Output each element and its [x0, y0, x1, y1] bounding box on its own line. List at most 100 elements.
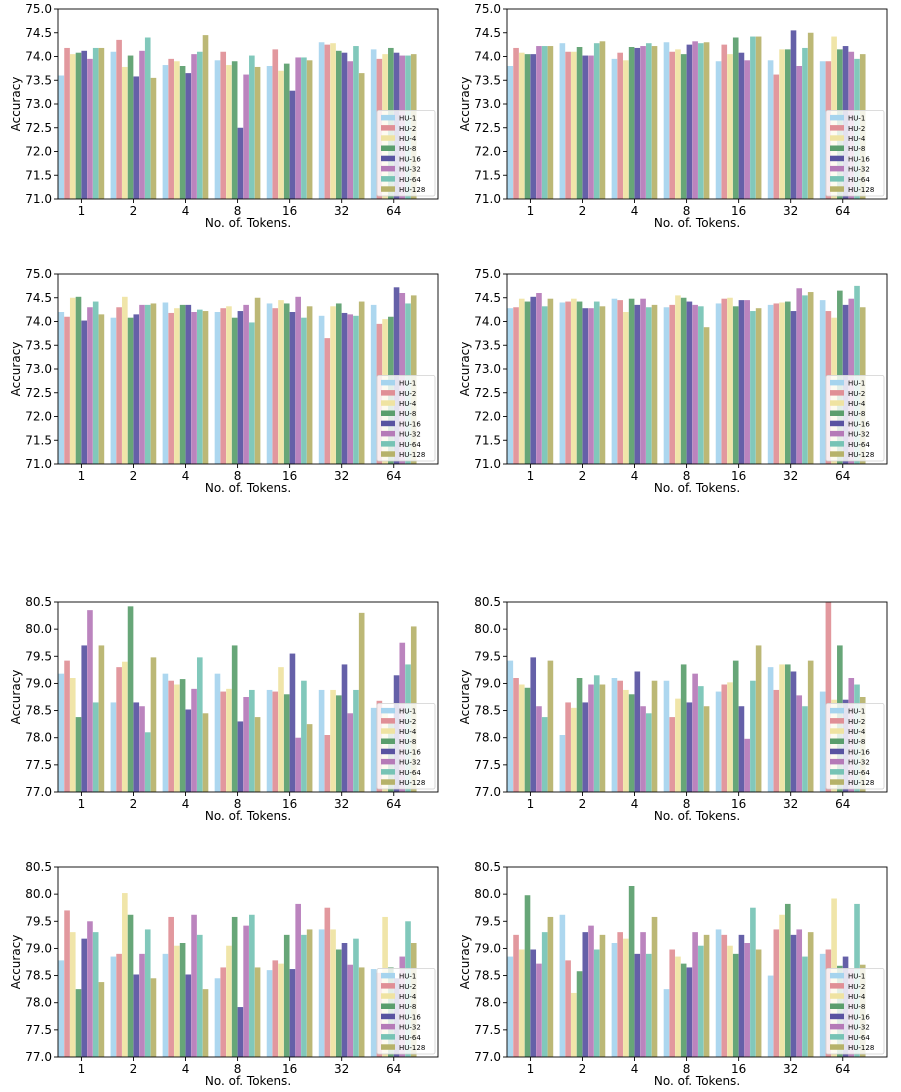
bar-hu-8-tokens-1	[524, 301, 531, 464]
bar-hu-2-tokens-2	[116, 39, 122, 199]
y-tick-label: 74.5	[25, 291, 52, 305]
bar-hu-2-tokens-1	[64, 910, 70, 1057]
legend-label-hu-4: HU-4	[848, 135, 866, 143]
legend-swatch-hu-1	[830, 114, 844, 121]
bar-hu-2-tokens-2	[116, 307, 122, 464]
bar-hu-1-tokens-8	[214, 978, 221, 1057]
legend-swatch-hu-64	[830, 441, 844, 447]
y-tick-label: 74.5	[474, 291, 501, 305]
bar-hu-2-tokens-1	[513, 47, 519, 200]
bar-hu-128-tokens-2	[150, 657, 157, 792]
x-axis-label: No. of. Tokens.	[654, 809, 740, 823]
bar-hu-16-tokens-16	[289, 653, 296, 792]
legend-swatch-hu-64	[830, 769, 844, 775]
x-tick-label: 1	[527, 204, 535, 218]
bar-hu-32-tokens-2	[588, 925, 594, 1057]
bar-hu-4-tokens-1	[518, 684, 525, 792]
y-tick-label: 77.5	[474, 1023, 501, 1037]
legend-swatch-hu-8	[830, 145, 844, 151]
x-tick-label: 4	[182, 797, 190, 811]
bar-hu-32-tokens-16	[295, 737, 301, 792]
x-tick-label: 32	[783, 797, 798, 811]
y-tick-label: 77.0	[25, 785, 52, 799]
bar-hu-128-tokens-4	[202, 311, 209, 464]
x-tick-label: 32	[783, 1062, 798, 1076]
bar-hu-1-tokens-1	[507, 660, 514, 792]
x-axis-label: No. of. Tokens.	[205, 1074, 291, 1088]
y-tick-label: 72.5	[25, 121, 52, 135]
bar-hu-4-tokens-4	[174, 945, 180, 1057]
bar-hu-32-tokens-32	[347, 314, 354, 464]
bar-hu-4-tokens-8	[675, 956, 681, 1057]
bar-hu-1-tokens-8	[663, 989, 670, 1057]
y-tick-label: 78.0	[25, 996, 52, 1010]
x-tick-label: 4	[182, 469, 190, 483]
bar-hu-8-tokens-1	[75, 52, 82, 200]
bar-hu-128-tokens-32	[358, 967, 365, 1057]
bar-hu-2-tokens-8	[669, 51, 676, 199]
y-tick-label: 74.0	[474, 315, 501, 329]
bar-hu-4-tokens-1	[69, 297, 76, 464]
x-tick-label: 32	[334, 797, 349, 811]
x-tick-label: 2	[579, 1062, 587, 1076]
y-tick-label: 71.5	[474, 433, 501, 447]
bar-hu-16-tokens-4	[185, 709, 192, 792]
bar-hu-128-tokens-8	[703, 934, 710, 1057]
bar-hu-2-tokens-1	[64, 660, 70, 792]
bar-hu-64-tokens-2	[144, 37, 151, 199]
bar-hu-32-tokens-16	[744, 300, 750, 464]
bar-hu-2-tokens-8	[220, 967, 227, 1057]
bar-hu-128-tokens-8	[254, 717, 261, 792]
bar-hu-64-tokens-64	[854, 285, 860, 465]
x-tick-label: 2	[579, 469, 587, 483]
legend-swatch-hu-2	[381, 983, 395, 989]
bar-hu-64-tokens-32	[353, 46, 359, 199]
legend-swatch-hu-16	[381, 420, 395, 427]
bar-hu-1-tokens-32	[767, 975, 774, 1057]
legend-label-hu-2: HU-2	[848, 390, 865, 398]
bar-hu-8-tokens-32	[784, 49, 791, 200]
legend-swatch-hu-4	[830, 993, 844, 999]
bar-hu-2-tokens-8	[669, 304, 676, 464]
bar-hu-128-tokens-1	[98, 982, 105, 1057]
bar-hu-4-tokens-32	[330, 43, 336, 200]
bar-hu-16-tokens-2	[133, 974, 140, 1057]
legend-label-hu-32: HU-32	[399, 166, 421, 174]
legend-label-hu-4: HU-4	[399, 135, 417, 143]
legend-swatch-hu-128	[381, 1044, 395, 1050]
bar-hu-32-tokens-1	[536, 706, 542, 792]
legend-box	[825, 968, 885, 1055]
legend: HU-1 HU-2 HU-4 HU-8 HU-16 HU-32 HU-64 HU-128	[376, 968, 436, 1055]
bar-hu-8-tokens-16	[283, 303, 290, 464]
bar-hu-2-tokens-2	[565, 301, 571, 464]
legend-label-hu-4: HU-4	[399, 993, 417, 1001]
legend-label-hu-8: HU-8	[399, 410, 416, 418]
bar-hu-1-tokens-4	[611, 298, 618, 464]
chart-panel-7: 77.0 77.5 78.0 78.5 79.0 79.5 80.0 80.5 1 2 4 8 16 32…	[9, 860, 439, 1088]
bar-hu-4-tokens-8	[226, 65, 232, 199]
legend-label-hu-2: HU-2	[399, 390, 416, 398]
bar-hu-2-tokens-32	[324, 338, 331, 464]
y-tick-label: 72.0	[474, 145, 501, 159]
bar-hu-64-tokens-1	[541, 306, 548, 464]
bar-hu-16-tokens-4	[185, 304, 192, 464]
bar-hu-4-tokens-32	[779, 914, 785, 1057]
y-axis-label: Accuracy	[9, 77, 23, 132]
bar-hu-8-tokens-1	[524, 687, 531, 792]
legend-label-hu-1: HU-1	[399, 380, 416, 388]
bar-hu-2-tokens-2	[565, 960, 571, 1057]
y-tick-label: 79.0	[474, 941, 501, 955]
legend-swatch-hu-128	[381, 779, 395, 785]
legend-box	[376, 968, 436, 1055]
y-tick-label: 72.5	[25, 386, 52, 400]
bar-hu-8-tokens-4	[179, 943, 186, 1057]
legend-box	[376, 703, 436, 790]
y-tick-label: 73.0	[474, 97, 501, 111]
x-tick-label: 64	[835, 1062, 850, 1076]
bar-hu-1-tokens-1	[507, 956, 514, 1057]
x-tick-label: 64	[386, 469, 401, 483]
bar-hu-64-tokens-4	[196, 657, 203, 792]
bar-hu-64-tokens-16	[301, 934, 307, 1057]
bar-hu-16-tokens-32	[790, 30, 797, 199]
x-tick-label: 4	[631, 204, 639, 218]
